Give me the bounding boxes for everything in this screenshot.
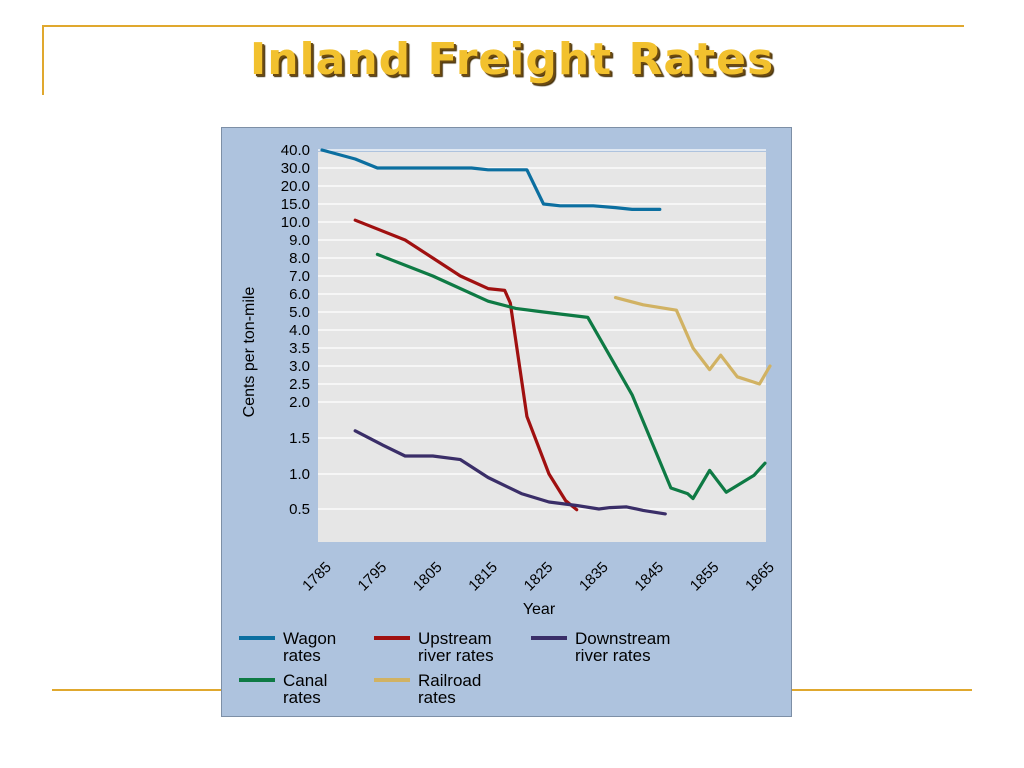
top-rule bbox=[42, 25, 964, 27]
y-tick-label: 4.0 bbox=[289, 322, 310, 339]
y-tick-label: 2.0 bbox=[289, 394, 310, 411]
y-axis-label: Cents per ton-mile bbox=[241, 287, 258, 418]
y-tick-labels: 0.51.01.52.02.53.03.54.05.06.07.08.09.01… bbox=[281, 142, 310, 518]
legend-label-wagon-line2: rates bbox=[283, 646, 321, 665]
series-line-downstream bbox=[353, 429, 667, 516]
legend-label-downstream: Downstream bbox=[575, 629, 670, 648]
series-line-upstream bbox=[353, 218, 579, 512]
x-tick-label: 1795 bbox=[355, 559, 391, 595]
y-tick-label: 0.5 bbox=[289, 501, 310, 518]
y-tick-label: 5.0 bbox=[289, 304, 310, 321]
y-tick-label: 7.0 bbox=[289, 268, 310, 285]
y-tick-label: 30.0 bbox=[281, 160, 310, 177]
legend-label-railroad-line2: rates bbox=[418, 688, 456, 707]
x-tick-label: 1865 bbox=[742, 559, 778, 595]
x-tick-label: 1855 bbox=[687, 559, 723, 595]
y-tick-label: 10.0 bbox=[281, 214, 310, 231]
y-tick-label: 8.0 bbox=[289, 250, 310, 267]
legend-label-railroad: Railroad bbox=[418, 671, 481, 690]
y-tick-label: 20.0 bbox=[281, 178, 310, 195]
x-tick-labels: 1785 1795 1805 1815 1825 1835 1845 1855 1865 bbox=[299, 559, 778, 595]
chart-svg: 0.51.01.52.02.53.03.54.05.06.07.08.09.01… bbox=[239, 142, 778, 707]
x-axis-label: Year bbox=[523, 601, 556, 618]
y-tick-label: 1.5 bbox=[289, 430, 310, 447]
grid bbox=[318, 149, 766, 510]
slide-title: Inland Freight Rates bbox=[249, 34, 775, 85]
y-tick-label: 1.0 bbox=[289, 466, 310, 483]
legend-label-canal: Canal bbox=[283, 671, 327, 690]
x-tick-label: 1835 bbox=[576, 559, 612, 595]
series-line-canal bbox=[375, 252, 767, 501]
legend-label-wagon: Wagon bbox=[283, 629, 336, 648]
x-tick-label: 1805 bbox=[410, 559, 446, 595]
legend-label-downstream-line2: river rates bbox=[575, 646, 651, 665]
series-line-railroad bbox=[613, 296, 772, 386]
y-tick-label: 40.0 bbox=[281, 142, 310, 159]
legend-label-canal-line2: rates bbox=[283, 688, 321, 707]
plot-area bbox=[318, 152, 766, 542]
chart-panel: 0.5 1.0 1.5 2.0 2.5 3.0 3.5 4.0 5.0 6.0 7.0 8.0 9.0 1… bbox=[221, 127, 792, 717]
legend-label-upstream-line2: river rates bbox=[418, 646, 494, 665]
y-tick-label: 9.0 bbox=[289, 232, 310, 249]
left-rule bbox=[42, 25, 44, 95]
x-tick-label: 1845 bbox=[631, 559, 667, 595]
y-tick-label: 3.5 bbox=[289, 340, 310, 357]
x-tick-label: 1825 bbox=[521, 559, 557, 595]
legend-label-upstream: Upstream bbox=[418, 629, 492, 648]
x-tick-label: 1785 bbox=[299, 559, 335, 595]
y-tick-label: 15.0 bbox=[281, 196, 310, 213]
series-line-wagon bbox=[320, 148, 662, 211]
y-tick-label: 2.5 bbox=[289, 376, 310, 393]
x-tick-label: 1815 bbox=[465, 559, 501, 595]
y-tick-label: 3.0 bbox=[289, 358, 310, 375]
y-tick-label: 6.0 bbox=[289, 286, 310, 303]
series-lines bbox=[320, 148, 772, 516]
